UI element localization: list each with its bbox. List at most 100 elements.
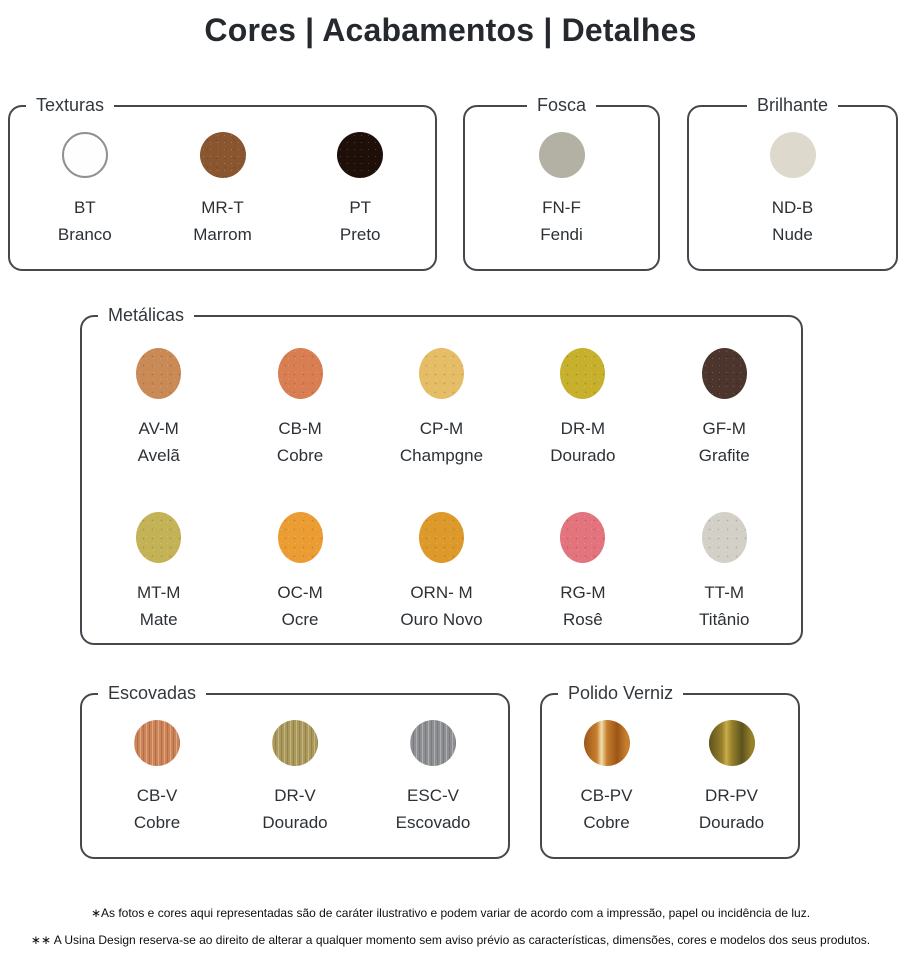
swatch-code: TT-M	[704, 582, 745, 602]
swatch-item-ocm: OC-M Ocre	[229, 506, 370, 644]
color-swatch-ocre	[277, 511, 323, 563]
color-swatch-escovado	[410, 720, 456, 766]
color-swatch-titanio	[701, 511, 747, 563]
swatch-item-avm: AV-M Avelã	[88, 342, 229, 480]
swatch-grid: AV-M Avelã CB-M Cobre CP-M Champgne DR-M…	[82, 326, 801, 643]
swatch-code: CP-M	[419, 419, 464, 438]
swatch-code: BT	[73, 198, 96, 217]
swatch-name: Cobre	[133, 813, 181, 832]
swatch-name: Dourado	[698, 813, 765, 832]
swatch-code: PT	[349, 198, 372, 217]
swatch-name: Avelã	[137, 446, 180, 465]
swatch-item-drv: DR-V Dourado	[226, 714, 364, 857]
color-swatch-dourado-metalica	[560, 348, 606, 399]
swatch-name: Titânio	[699, 609, 750, 629]
swatch-item-drm: DR-M Dourado	[512, 342, 653, 480]
swatch-code: CB-PV	[580, 786, 633, 805]
swatch-item-cbv: CB-V Cobre	[88, 714, 226, 857]
section-polido-verniz-label: Polido Verniz	[568, 683, 674, 703]
color-swatch-champgne	[418, 348, 464, 399]
swatch-name: Nude	[772, 225, 813, 244]
swatch-code: MT-M	[136, 582, 181, 602]
swatch-name: Branco	[57, 225, 112, 244]
swatch-name: Cobre	[276, 446, 324, 465]
swatch-code: MR-T	[201, 198, 244, 217]
swatch-item-cpm: CP-M Champgne	[371, 342, 512, 480]
color-swatch-mate	[136, 511, 182, 563]
swatch-name: Rosê	[563, 609, 603, 629]
swatch-item-fnf: FN-F Fendi	[471, 126, 652, 269]
color-swatch-ouro-novo	[418, 511, 464, 563]
swatch-item-pt: PT Preto	[291, 126, 429, 269]
section-texturas-label: Texturas	[36, 95, 105, 115]
swatch-name: Marrom	[193, 225, 252, 244]
swatch-item-ndb: ND-B Nude	[695, 126, 890, 269]
swatch-item-drpv: DR-PV Dourado	[669, 714, 794, 857]
swatch-item-cbm: CB-M Cobre	[229, 342, 370, 480]
color-swatch-dourado-escovada	[272, 720, 318, 766]
swatch-name: Preto	[339, 225, 381, 244]
color-swatch-cobre-polido	[583, 720, 630, 766]
footnotes: ∗As fotos e cores aqui representadas são…	[0, 900, 901, 954]
swatch-code: GF-M	[702, 419, 746, 438]
swatch-item-gfm: GF-M Grafite	[654, 342, 795, 480]
swatch-item-mrt: MR-T Marrom	[154, 126, 292, 269]
section-brilhante-label: Brilhante	[756, 95, 829, 115]
color-swatch-fendi	[538, 132, 585, 178]
swatch-row: FN-F Fendi	[465, 116, 658, 269]
swatch-code: DR-V	[274, 786, 316, 805]
swatch-name: Grafite	[698, 446, 750, 465]
section-escovadas: Escovadas CB-V Cobre DR-V Dourado ESC-V …	[80, 683, 510, 859]
swatch-code: FN-F	[542, 198, 581, 217]
swatch-name: Dourado	[550, 446, 616, 465]
section-metalicas: Metálicas AV-M Avelã CB-M Cobre CP-M Cha…	[80, 305, 803, 645]
swatch-row: ND-B Nude	[689, 116, 896, 269]
section-metalicas-label: Metálicas	[108, 305, 185, 325]
swatch-code: RG-M	[560, 582, 606, 602]
swatch-code: DR-PV	[705, 786, 758, 805]
color-swatch-preto	[337, 132, 384, 178]
color-swatch-cobre-escovada	[134, 720, 180, 766]
swatch-name: Cobre	[583, 813, 630, 832]
color-swatch-branco	[61, 132, 108, 178]
color-swatch-grafite	[701, 348, 747, 399]
swatch-code: OC-M	[277, 582, 323, 602]
swatch-name: Mate	[139, 609, 178, 629]
swatch-name: Escovado	[395, 813, 471, 832]
swatch-item-ornm: ORN- M Ouro Novo	[371, 506, 512, 644]
swatch-row: CB-PV Cobre DR-PV Dourado	[542, 704, 798, 857]
section-fosca: Fosca FN-F Fendi	[463, 95, 660, 271]
color-swatch-avela	[136, 348, 182, 399]
footnote-line-2: ∗∗ A Usina Design reserva-se ao direito …	[30, 933, 871, 947]
swatch-name: Ouro Novo	[400, 609, 483, 629]
swatch-name: Dourado	[262, 813, 328, 832]
swatch-item-mtm: MT-M Mate	[88, 506, 229, 644]
swatch-item-ttm: TT-M Titânio	[654, 506, 795, 644]
swatch-item-rgm: RG-M Rosê	[512, 506, 653, 644]
color-swatch-dourado-polido	[708, 720, 755, 766]
swatch-code: CB-M	[278, 419, 322, 438]
swatch-code: ND-B	[771, 198, 814, 217]
swatch-code: ESC-V	[407, 786, 459, 805]
section-texturas: Texturas BT Branco MR-T Marrom PT Preto	[8, 95, 437, 271]
swatch-code: ORN- M	[410, 582, 473, 602]
swatch-code: DR-M	[560, 419, 606, 438]
footnote-line-1: ∗As fotos e cores aqui representadas são…	[90, 906, 811, 920]
swatch-name: Fendi	[540, 225, 583, 244]
swatch-item-bt: BT Branco	[16, 126, 154, 269]
color-swatch-marrom	[199, 132, 246, 178]
color-swatch-nude	[769, 132, 816, 178]
swatch-code: AV-M	[138, 419, 179, 438]
section-escovadas-label: Escovadas	[108, 683, 197, 703]
section-polido-verniz: Polido Verniz CB-PV Cobre DR-PV Dourado	[540, 683, 800, 859]
swatch-name: Ocre	[281, 609, 319, 629]
swatch-row: CB-V Cobre DR-V Dourado ESC-V Escovado	[82, 704, 508, 857]
color-swatch-rose	[560, 511, 606, 563]
section-fosca-label: Fosca	[536, 95, 587, 115]
swatch-item-escv: ESC-V Escovado	[364, 714, 502, 857]
swatch-code: CB-V	[136, 786, 178, 805]
page-title: Cores | Acabamentos | Detalhes	[204, 12, 697, 48]
swatch-row: BT Branco MR-T Marrom PT Preto	[10, 116, 435, 269]
section-brilhante: Brilhante ND-B Nude	[687, 95, 898, 271]
swatch-item-cbpv: CB-PV Cobre	[544, 714, 669, 857]
